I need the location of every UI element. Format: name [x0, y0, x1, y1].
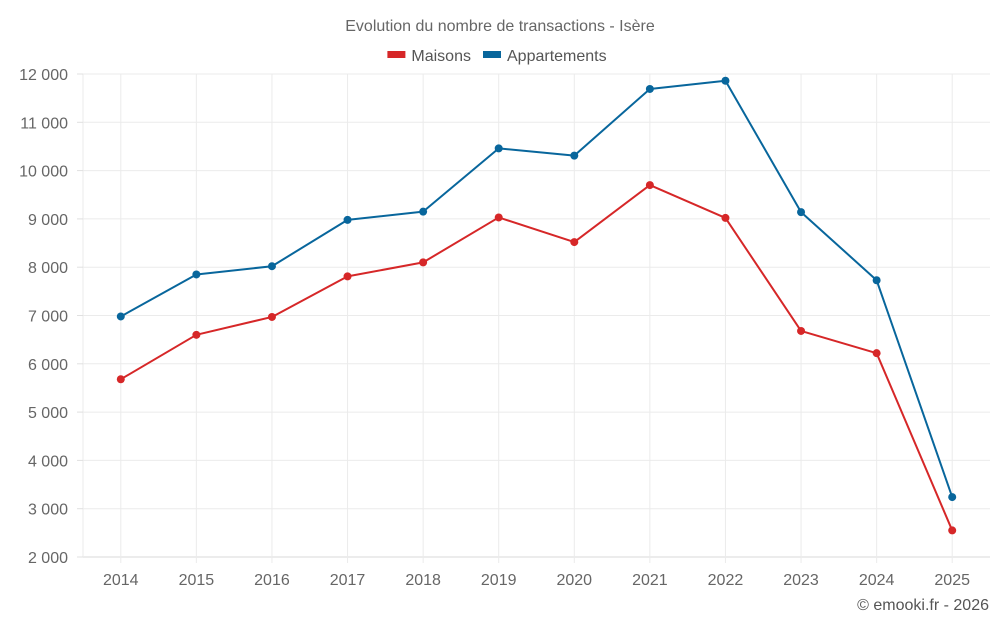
legend-swatch — [387, 51, 406, 58]
y-tick-label: 11 000 — [20, 115, 68, 132]
data-point — [116, 312, 125, 321]
series-maisons — [116, 181, 957, 535]
data-point — [797, 208, 806, 217]
data-point — [267, 312, 276, 321]
chart-title: Evolution du nombre de transactions - Is… — [345, 18, 655, 35]
data-point — [721, 213, 730, 222]
x-tick-label: 2025 — [934, 572, 970, 589]
data-point — [721, 76, 730, 85]
x-axis: 2014 2015 2016 2017 2018 2019 2020 2021 2022 2023… — [103, 572, 970, 589]
data-point — [645, 84, 654, 93]
legend-label: Maisons — [411, 48, 471, 65]
x-tick-label: 2023 — [783, 572, 819, 589]
data-point — [948, 526, 957, 535]
series-appartements — [116, 76, 957, 502]
data-point — [494, 213, 503, 222]
data-point — [948, 493, 957, 502]
data-point — [872, 276, 881, 285]
x-tick-label: 2022 — [708, 572, 744, 589]
x-tick-label: 2014 — [103, 572, 139, 589]
data-point — [192, 270, 201, 279]
x-tick-label: 2019 — [481, 572, 517, 589]
data-point — [419, 207, 428, 216]
legend-swatch — [483, 51, 501, 58]
data-point — [570, 238, 579, 247]
y-tick-label: 7 000 — [28, 309, 68, 326]
data-point — [192, 330, 201, 339]
data-point — [343, 215, 352, 224]
y-tick-label: 3 000 — [28, 502, 68, 519]
legend-label: Appartements — [507, 48, 607, 65]
x-tick-label: 2015 — [179, 572, 215, 589]
x-tick-label: 2017 — [330, 572, 366, 589]
y-tick-label: 2 000 — [28, 550, 68, 567]
data-point — [267, 262, 276, 271]
x-tick-label: 2018 — [405, 572, 441, 589]
data-point — [494, 144, 503, 153]
y-tick-label: 10 000 — [19, 164, 68, 181]
data-point — [343, 272, 352, 281]
x-tick-label: 2020 — [556, 572, 592, 589]
legend: Maisons Appartements — [387, 48, 607, 65]
y-tick-label: 9 000 — [28, 212, 68, 229]
series-line — [120, 79, 954, 498]
x-tick-label: 2024 — [859, 572, 895, 589]
y-tick-label: 4 000 — [28, 453, 68, 470]
y-tick-label: 5 000 — [28, 405, 68, 422]
data-point — [116, 375, 125, 384]
data-point — [419, 258, 428, 267]
x-tick-label: 2016 — [254, 572, 290, 589]
y-tick-label: 8 000 — [28, 260, 68, 277]
x-tick-label: 2021 — [632, 572, 668, 589]
y-axis: 2 000 3 000 4 000 5 000 6 000 7 000 8 000 9 000… — [19, 67, 83, 567]
legend-item-appartements: Appartements — [483, 48, 607, 65]
grid — [82, 73, 990, 563]
y-tick-label: 12 000 — [19, 67, 68, 84]
data-point — [570, 151, 579, 160]
legend-item-maisons: Maisons — [387, 48, 471, 65]
y-tick-label: 6 000 — [28, 357, 68, 374]
data-point — [797, 326, 806, 335]
data-point — [872, 349, 881, 358]
series-group — [116, 76, 957, 535]
series-line — [120, 184, 954, 531]
data-point — [645, 181, 654, 190]
credit-text: © emooki.fr - 2026 — [857, 597, 989, 614]
